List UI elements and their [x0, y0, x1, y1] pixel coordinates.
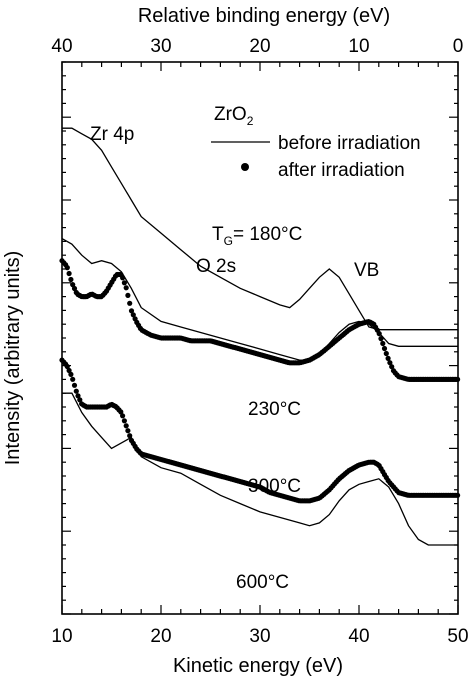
annotation-600: 600°C	[236, 572, 289, 593]
data-point	[383, 350, 389, 357]
data-point	[121, 418, 127, 424]
data-point	[66, 270, 72, 277]
x2-tick-label: 10	[348, 36, 369, 57]
y-axis-label: Intensity (arbitrary units)	[2, 251, 24, 466]
data-point	[64, 265, 70, 271]
data-point	[120, 413, 126, 419]
x-tick-label: 40	[348, 626, 369, 647]
series-line-1	[61, 238, 458, 361]
x2-tick-label: 0	[453, 36, 464, 57]
data-point	[118, 409, 124, 415]
annotation-vb: VB	[354, 260, 379, 281]
x-axis-label: Kinetic energy (eV)	[173, 655, 343, 677]
data-point	[64, 363, 70, 370]
data-point	[121, 280, 127, 286]
data-point	[70, 282, 76, 288]
data-point	[381, 345, 388, 352]
x-tick-label: 50	[447, 626, 468, 647]
legend: ZrO2 before irradiation after irradiatio…	[211, 104, 421, 181]
series-layer	[59, 127, 461, 546]
annotation-o2s: O 2s	[196, 256, 236, 277]
annotation-tg: TG= 180°C	[212, 224, 302, 248]
x-tick-label: 10	[51, 626, 72, 647]
data-point	[68, 371, 74, 377]
data-point	[77, 397, 83, 403]
data-point	[75, 393, 81, 399]
series-dots-3	[59, 357, 461, 504]
data-point	[123, 423, 129, 429]
x2-axis-label: Relative binding energy (eV)	[138, 5, 390, 27]
data-point	[123, 285, 129, 291]
annotation-zr4p: Zr 4p	[90, 124, 134, 145]
data-point	[68, 276, 74, 283]
annotation-230: 230°C	[248, 399, 301, 420]
data-point	[130, 312, 136, 318]
x-tick-label: 30	[249, 626, 270, 647]
tick-labels: 10 20 30 40 50 40 30 20 10 0	[51, 36, 468, 647]
x-tick-label: 20	[150, 626, 171, 647]
data-point	[387, 360, 393, 366]
x2-tick-label: 20	[249, 36, 270, 57]
data-point	[455, 492, 461, 498]
data-point	[376, 331, 382, 337]
series-line-4	[62, 392, 458, 546]
data-point	[380, 340, 386, 347]
annotation-300: 300°C	[248, 476, 301, 497]
data-point	[127, 300, 133, 306]
data-point	[389, 364, 395, 370]
x2-tick-label: 30	[150, 36, 171, 57]
data-point	[125, 292, 131, 298]
series-dots-2	[59, 258, 461, 382]
x2-tick-label: 40	[51, 36, 72, 57]
series-line-0	[62, 127, 458, 331]
data-point	[128, 308, 135, 314]
legend-dot-label: after irradiation	[278, 160, 405, 181]
legend-line-label: before irradiation	[278, 133, 421, 154]
legend-dot-swatch	[241, 163, 249, 171]
legend-title: ZrO2	[214, 104, 254, 128]
data-point	[385, 355, 391, 361]
data-point	[71, 382, 78, 388]
data-point	[455, 376, 461, 382]
data-point	[73, 388, 79, 394]
data-point	[120, 275, 126, 281]
data-point	[70, 376, 76, 382]
axis-ticks	[61, 61, 459, 615]
data-point	[125, 428, 131, 434]
data-point	[71, 285, 78, 292]
data-point	[66, 367, 72, 374]
data-point	[378, 336, 384, 342]
